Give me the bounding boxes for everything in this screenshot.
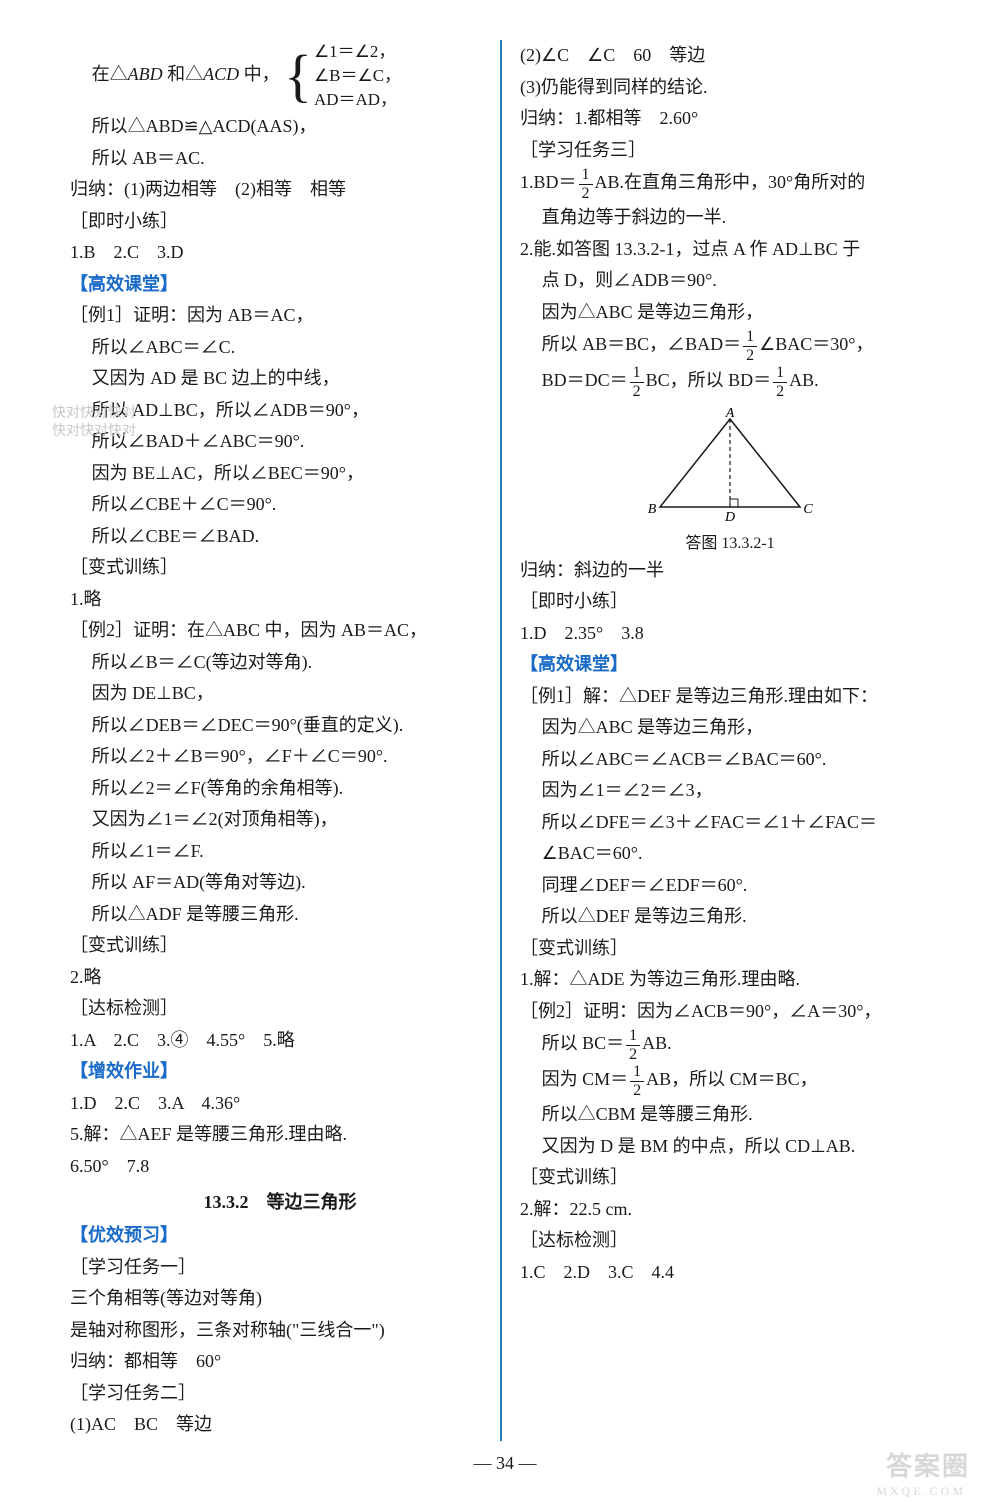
r-line: ［例2］证明：因为∠ACB＝90°，∠A＝30°， <box>520 996 940 1028</box>
l-line: 5.解：△AEF 是等腰三角形.理由略. <box>70 1119 490 1151</box>
section-header: 【高效课堂】 <box>70 269 490 301</box>
l-line: 归纳：都相等 60° <box>70 1346 490 1378</box>
r-line: ［即时小练］ <box>520 586 940 618</box>
r-line: 因为∠1＝∠2＝∠3， <box>520 775 940 807</box>
l-line: 是轴对称图形，三条对称轴("三线合一") <box>70 1315 490 1347</box>
r-line: 同理∠DEF＝∠EDF＝60°. <box>520 870 940 902</box>
r-line: 2.解：22.5 cm. <box>520 1194 940 1226</box>
l-line: 所以∠BAD＋∠ABC＝90°. <box>70 426 490 458</box>
r-line: ［变式训练］ <box>520 1162 940 1194</box>
r-line: ∠BAC＝60°. <box>520 838 940 870</box>
l-line: 1.A 2.C 3.④ 4.55° 5.略 <box>70 1025 490 1057</box>
l-line: 所以△ABD≌△ACD(AAS)， <box>70 111 490 143</box>
l-line: 所以 AD⊥BC，所以∠ADB＝90°， <box>70 395 490 427</box>
l-line: 归纳：(1)两边相等 (2)相等 相等 <box>70 174 490 206</box>
l-line: 所以∠2＋∠B＝90°，∠F＋∠C＝90°. <box>70 741 490 773</box>
r-line: 1.D 2.35° 3.8 <box>520 618 940 650</box>
r-line: 归纳：斜边的一半 <box>520 555 940 587</box>
watermark-url: MXQE.COM <box>876 1484 966 1500</box>
r-line: 因为 CM＝12AB，所以 CM＝BC， <box>520 1063 940 1099</box>
r-line: 所以 AB＝BC，∠BAD＝12∠BAC＝30°， <box>520 328 940 364</box>
l-line: 6.50° 7.8 <box>70 1151 490 1183</box>
r-line: 因为△ABC 是等边三角形， <box>520 712 940 744</box>
l-line: 2.略 <box>70 962 490 994</box>
r-line: 所以△CBM 是等腰三角形. <box>520 1099 940 1131</box>
r-line: 1.C 2.D 3.C 4.4 <box>520 1257 940 1289</box>
left-column: 在△ABD 和△ACD 中， { ∠1＝∠2， ∠B＝∠C， AD＝AD， 所以… <box>60 40 502 1441</box>
r-line: 所以∠ABC＝∠ACB＝∠BAC＝60°. <box>520 744 940 776</box>
l-line: ［例1］证明：因为 AB＝AC， <box>70 300 490 332</box>
r-line: 所以∠DFE＝∠3＋∠FAC＝∠1＋∠FAC＝ <box>520 807 940 839</box>
r-line: 2.能.如答图 13.3.2-1，过点 A 作 AD⊥BC 于 <box>520 234 940 266</box>
r-line: 直角边等于斜边的一半. <box>520 202 940 234</box>
right-column: (2)∠C ∠C 60 等边 (3)仍能得到同样的结论. 归纳：1.都相等 2.… <box>502 40 950 1441</box>
l-line: 所以∠CBE＋∠C＝90°. <box>70 489 490 521</box>
l-line: 所以 AF＝AD(等角对等边). <box>70 867 490 899</box>
l-line: (1)AC BC 等边 <box>70 1409 490 1441</box>
svg-text:B: B <box>648 502 657 517</box>
l-line: 又因为 AD 是 BC 边上的中线， <box>70 363 490 395</box>
subsection-title: 13.3.2 等边三角形 <box>70 1188 490 1214</box>
r-line: ［学习任务三］ <box>520 135 940 167</box>
figure-caption: 答图 13.3.2-1 <box>520 529 940 553</box>
svg-text:C: C <box>803 502 813 517</box>
l-line: ［达标检测］ <box>70 993 490 1025</box>
svg-text:D: D <box>724 510 735 525</box>
l-line: 1.略 <box>70 584 490 616</box>
r-line: 点 D，则∠ADB＝90°. <box>520 265 940 297</box>
l-line: 1.D 2.C 3.A 4.36° <box>70 1088 490 1120</box>
l-line: ［变式训练］ <box>70 552 490 584</box>
l-line: 所以△ADF 是等腰三角形. <box>70 899 490 931</box>
r-line: ［变式训练］ <box>520 933 940 965</box>
l-line: ［学习任务一］ <box>70 1252 490 1284</box>
r-line: BD＝DC＝12BC，所以 BD＝12AB. <box>520 364 940 400</box>
r-line: (3)仍能得到同样的结论. <box>520 72 940 104</box>
svg-text:A: A <box>725 407 735 421</box>
l-line: 所以∠DEB＝∠DEC＝90°(垂直的定义). <box>70 710 490 742</box>
l-line: 所以∠CBE＝∠BAD. <box>70 521 490 553</box>
r-line: ［例1］解：△DEF 是等边三角形.理由如下： <box>520 681 940 713</box>
l-line: ［变式训练］ <box>70 930 490 962</box>
page-number: — 34 — <box>60 1453 950 1474</box>
r-line: 所以 BC＝12AB. <box>520 1027 940 1063</box>
section-header: 【优效预习】 <box>70 1220 490 1252</box>
l-line: 三个角相等(等边对等角) <box>70 1283 490 1315</box>
figure-triangle: A B C D 答图 13.3.2-1 <box>520 407 940 553</box>
l-line: 所以∠2＝∠F(等角的余角相等). <box>70 773 490 805</box>
r-line: 因为△ABC 是等边三角形， <box>520 297 940 329</box>
l-line: ［学习任务二］ <box>70 1378 490 1410</box>
r-line: 1.BD＝12AB.在直角三角形中，30°角所对的 <box>520 166 940 202</box>
r-line: 1.解：△ADE 为等边三角形.理由略. <box>520 964 940 996</box>
cond2: ∠B＝∠C， <box>314 66 401 85</box>
section-header: 【增效作业】 <box>70 1056 490 1088</box>
l-line: 因为 DE⊥BC， <box>70 678 490 710</box>
cond1: ∠1＝∠2， <box>314 42 395 61</box>
l-line: 所以∠ABC＝∠C. <box>70 332 490 364</box>
l-line: 所以∠B＝∠C(等边对等角). <box>70 647 490 679</box>
r-line: (2)∠C ∠C 60 等边 <box>520 40 940 72</box>
l-line: 所以 AB＝AC. <box>70 143 490 175</box>
cond3: AD＝AD， <box>314 90 397 109</box>
r-line: 归纳：1.都相等 2.60° <box>520 103 940 135</box>
l-line: 所以∠1＝∠F. <box>70 836 490 868</box>
left-brace-icon: { <box>284 47 312 105</box>
left-brace-line: 在△ABD 和△ACD 中， { ∠1＝∠2， ∠B＝∠C， AD＝AD， <box>70 40 490 111</box>
section-header: 【高效课堂】 <box>520 649 940 681</box>
l-line: 1.B 2.C 3.D <box>70 237 490 269</box>
l-line: 因为 BE⊥AC，所以∠BEC＝90°， <box>70 458 490 490</box>
l-line: ［例2］证明：在△ABC 中，因为 AB＝AC， <box>70 615 490 647</box>
l-line: ［即时小练］ <box>70 206 490 238</box>
r-line: 所以△DEF 是等边三角形. <box>520 901 940 933</box>
r-line: ［达标检测］ <box>520 1225 940 1257</box>
r-line: 又因为 D 是 BM 的中点，所以 CD⊥AB. <box>520 1131 940 1163</box>
l-line: 又因为∠1＝∠2(对顶角相等)， <box>70 804 490 836</box>
